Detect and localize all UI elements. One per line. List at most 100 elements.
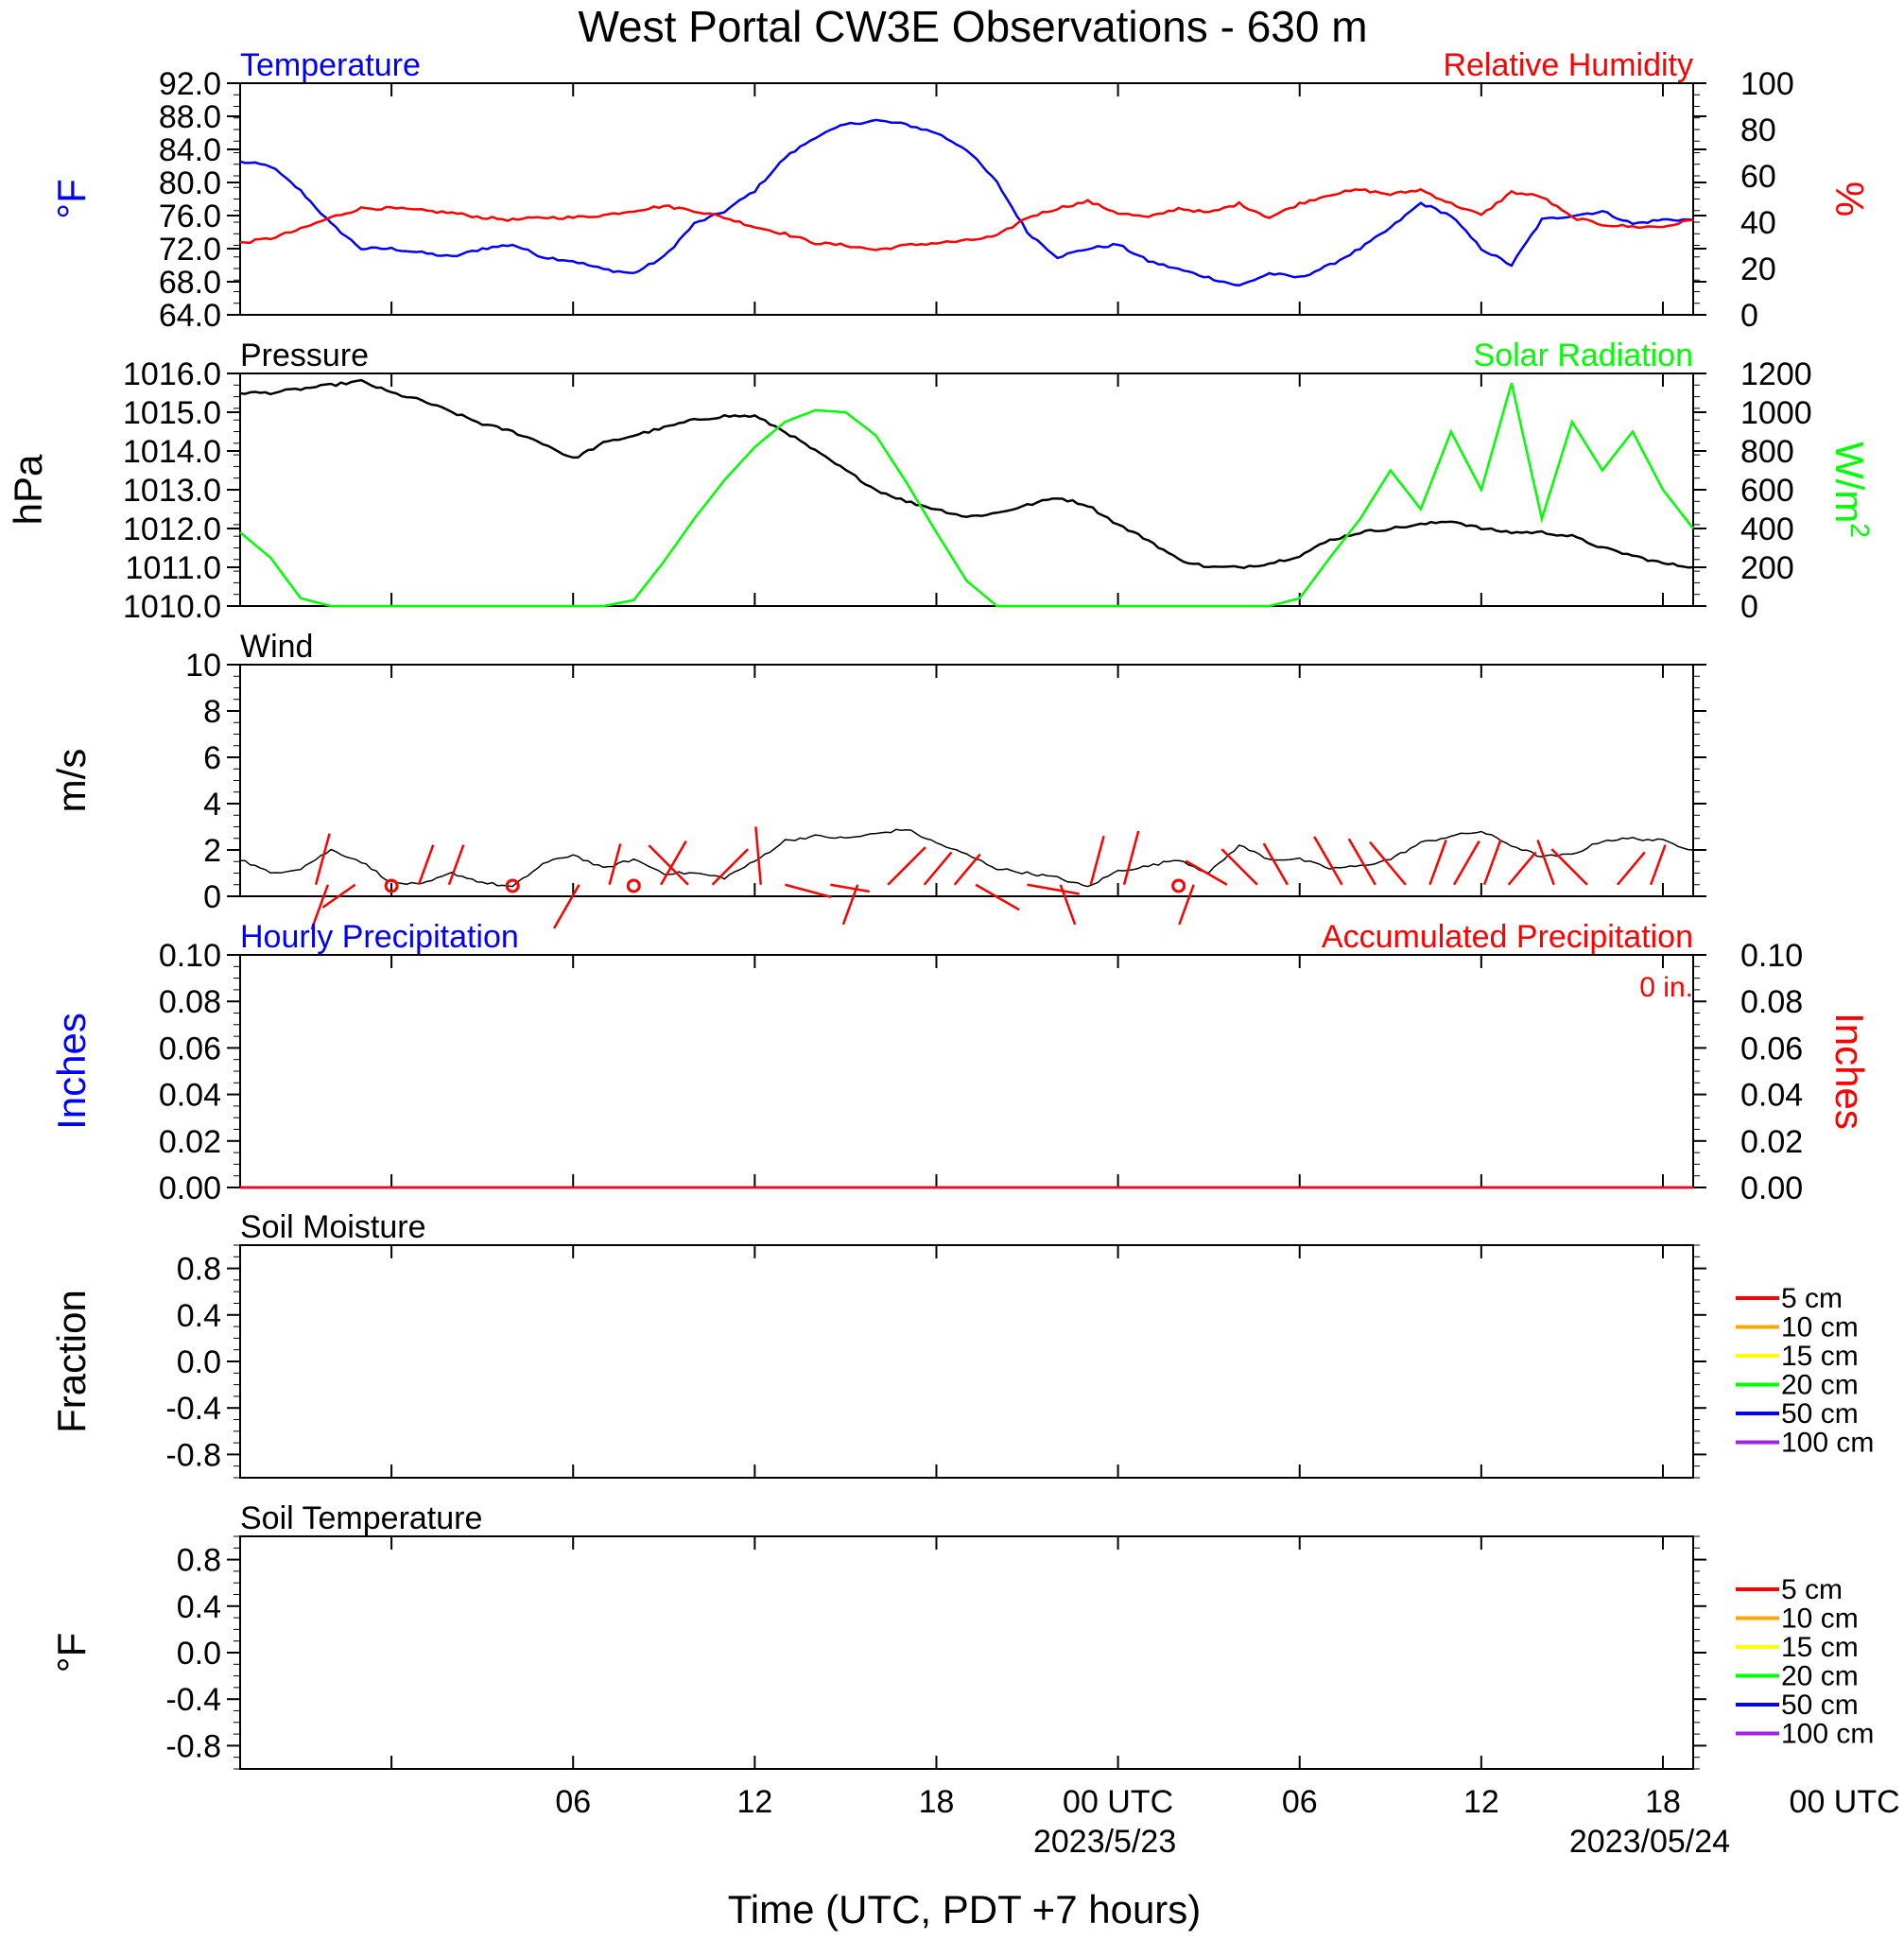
wind-barb [1369, 841, 1407, 886]
y-tick-label: 72.0 [159, 232, 221, 268]
y-tick-label: -0.4 [165, 1391, 221, 1427]
y2-tick-label: 0.06 [1740, 1031, 1803, 1066]
y-tick-label: -0.4 [165, 1682, 221, 1718]
wind-calm-marker [505, 878, 520, 893]
wind-barb [1122, 830, 1140, 886]
y-tick-label: 1010.0 [123, 589, 221, 625]
x-tick-label: 06 [555, 1784, 591, 1820]
wind-calm-marker [384, 878, 399, 893]
y-tick-label: 0.0 [177, 1344, 221, 1380]
wind-barb [1649, 844, 1667, 886]
y-tick-label: 1011.0 [126, 550, 221, 586]
y-tick-label: 0.06 [159, 1031, 221, 1066]
y2-tick-label: 1000 [1740, 395, 1812, 431]
y-tick-label: 68.0 [159, 265, 221, 301]
plot-frame [239, 954, 1694, 1188]
y-axis-label: Fraction [49, 1290, 94, 1433]
series-solar-radiation [239, 382, 1694, 608]
wind-barb [1550, 848, 1588, 886]
y-tick-label: 4 [203, 787, 221, 823]
y2-tick-label: 200 [1740, 550, 1794, 586]
y-tick-label: 84.0 [159, 132, 221, 168]
plot-frame [239, 1244, 1694, 1479]
y2-tick-label: 100 [1740, 66, 1794, 102]
panel-title-soil-temperature: Soil Temperature [240, 1500, 482, 1536]
wind-barb [1262, 842, 1290, 886]
y2-tick-label: 0 [1740, 589, 1758, 625]
wind-barb [754, 826, 763, 885]
panel-temperature-rh: 92.088.084.080.076.072.068.064.0 100 80 60 4… [49, 47, 1872, 334]
figure-title: West Portal CW3E Observations - 630 m [578, 2, 1367, 51]
y2-tick-label: 800 [1740, 434, 1794, 470]
series-pressure [239, 378, 1694, 569]
y-tick-label: -0.8 [165, 1437, 221, 1473]
plot-frame [239, 373, 1694, 607]
y2-tick-label: 400 [1740, 511, 1794, 547]
wind-barb [1616, 851, 1646, 886]
y-tick-label: 0.8 [177, 1252, 221, 1288]
y-tick-label: 2 [203, 833, 221, 869]
wind-barb [830, 883, 870, 893]
wind-barb [552, 884, 580, 929]
legend-label-20-cm: 20 cm [1781, 1661, 1859, 1692]
y-axis-label: °F [49, 179, 94, 218]
wind-barb [417, 844, 435, 886]
panel-precipitation: 0.10 0.08 0.06 0.04 0.02 0.00 0.10 0.08 0.06 0.04… [49, 919, 1872, 1206]
wind-barb [1178, 884, 1195, 926]
y-axis-label: Inches [49, 1013, 94, 1130]
legend-label-100-cm: 100 cm [1781, 1719, 1874, 1750]
y2-tick-label: 0.08 [1740, 984, 1803, 1020]
wind-barb [785, 883, 832, 899]
y-tick-label: 1016.0 [123, 356, 221, 392]
legend-label-50-cm: 50 cm [1781, 1398, 1859, 1430]
y-tick-label: 6 [203, 740, 221, 776]
wind-barb [1027, 883, 1080, 895]
y-tick-label: 0.4 [177, 1589, 221, 1625]
x-tick-label: 12 [1463, 1784, 1499, 1820]
legend-label-15-cm: 15 cm [1781, 1341, 1859, 1372]
legend-label-15-cm: 15 cm [1781, 1632, 1859, 1663]
wind-barb [1428, 839, 1447, 886]
wind-barb [887, 846, 926, 886]
plot-frame [239, 1535, 1694, 1770]
x-tick-label: 18 [919, 1784, 955, 1820]
panel-title-wind: Wind [240, 629, 313, 665]
wind-barb [711, 848, 750, 886]
y-tick-label: 0.04 [159, 1078, 221, 1114]
x-date-label: 2023/05/24 [1569, 1824, 1730, 1860]
y2-tick-label: 0 [1740, 298, 1758, 334]
legend-label-20-cm: 20 cm [1781, 1370, 1859, 1401]
y-tick-label: 0.08 [159, 984, 221, 1020]
x-axis: 06 12 18 00 UTC 06 12 18 00 UTC 2023/5/23 2023/05… [555, 1784, 1899, 1860]
panel-title-pressure: Pressure [240, 338, 369, 373]
accumulated-total-label: 0 in. [1639, 972, 1693, 1003]
y-tick-label: 92.0 [159, 66, 221, 102]
panel-title-solar-radiation: Solar Radiation [1474, 338, 1693, 373]
y2-tick-label: 600 [1740, 473, 1794, 509]
y2-tick-label: 20 [1740, 251, 1776, 287]
x-date-label: 2023/5/23 [1033, 1824, 1176, 1860]
y-axis-label: hPa [6, 454, 50, 525]
wind-barb [1452, 841, 1480, 886]
legend-label-50-cm: 50 cm [1781, 1690, 1859, 1721]
y-tick-label: 80.0 [159, 165, 221, 201]
y2-tick-label: 60 [1740, 159, 1776, 195]
y-tick-label: 8 [203, 694, 221, 730]
panels: 92.088.084.080.076.072.068.064.010080604… [6, 47, 1875, 1770]
x-tick-label: 18 [1645, 1784, 1681, 1820]
panel-title-relative-humidity: Relative Humidity [1443, 47, 1693, 83]
wind-barb [1089, 836, 1105, 886]
wind-barb [1313, 836, 1343, 886]
wind-barb [1059, 884, 1077, 926]
wind-barb [314, 833, 331, 886]
y-tick-label: 64.0 [159, 298, 221, 334]
y2-tick-label: 0.10 [1740, 938, 1803, 974]
series-relative-humidity [239, 187, 1694, 251]
wind-barb [923, 851, 953, 886]
y2-tick-label: 1200 [1740, 356, 1812, 392]
wind-barb [648, 844, 689, 886]
y-tick-label: 1014.0 [123, 434, 221, 470]
series-temperature [239, 118, 1694, 287]
wind-barb [447, 844, 465, 886]
wind-barb [1482, 839, 1502, 886]
